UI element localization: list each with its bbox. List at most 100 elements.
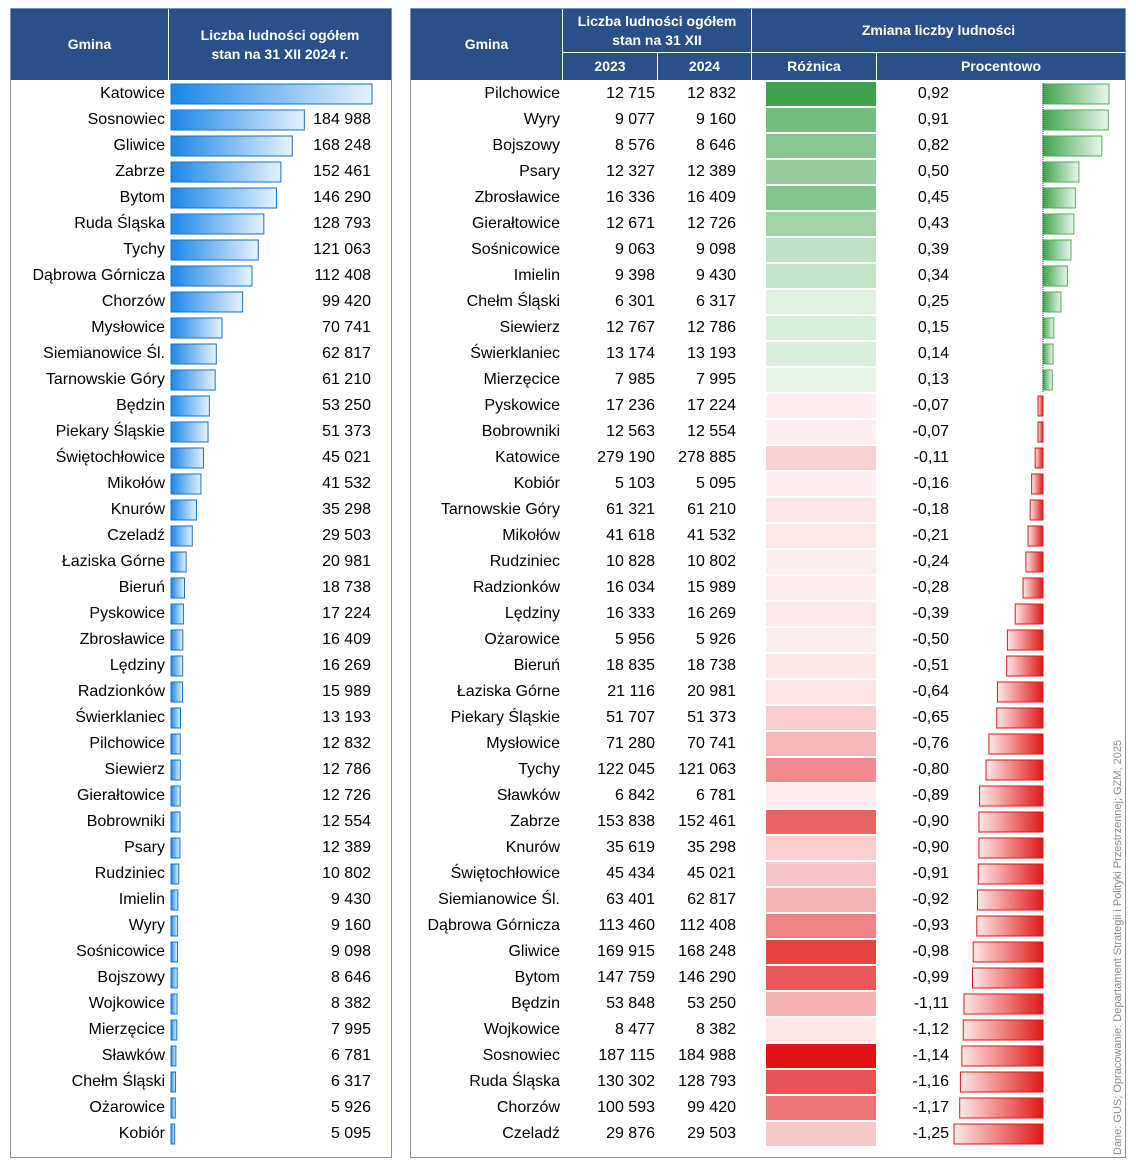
value-2023: 122 045 (597, 761, 655, 778)
percent-bar-negative (972, 941, 1044, 963)
value-2024: 13 193 (687, 345, 736, 362)
right-gmina-name: Będzin (511, 995, 560, 1012)
percent-value: 0,39 (917, 241, 949, 258)
left-header-population: Liczba ludności ogółem stan na 31 XII 20… (169, 9, 391, 80)
left-gmina-name: Świerklaniec (75, 709, 165, 726)
population-bar (170, 993, 178, 1015)
difference-cell-fill (766, 810, 876, 834)
percent-bar-negative (961, 1045, 1044, 1067)
percent-value: 0,43 (917, 215, 949, 232)
right-panel (410, 8, 1126, 1158)
left-gmina-name: Sławków (101, 1047, 165, 1064)
value-2023: 113 460 (598, 917, 655, 934)
left-gmina-name: Siewierz (104, 761, 165, 778)
left-gmina-name: Lędziny (109, 657, 165, 674)
header-percent: Procentowo (877, 53, 1125, 80)
left-gmina-name: Wojkowice (88, 995, 165, 1012)
left-population-value: 12 786 (322, 761, 371, 778)
population-bar (170, 811, 181, 833)
left-population-value: 16 269 (322, 657, 371, 674)
difference-cell-fill (766, 524, 876, 548)
value-2023: 17 236 (606, 397, 655, 414)
left-gmina-name: Gliwice (113, 137, 165, 154)
right-header-population: Liczba ludności ogółem stan na 31 XII (563, 9, 752, 53)
left-gmina-name: Chorzów (101, 293, 165, 310)
right-gmina-name: Bytom (514, 969, 560, 986)
value-2023: 61 321 (606, 501, 655, 518)
value-2023: 41 618 (606, 527, 655, 544)
source-note: Dane: GUS; Opracowanie: Departament Stra… (1112, 739, 1124, 1155)
left-population-value: 45 021 (322, 449, 371, 466)
difference-cell-fill (766, 472, 876, 496)
value-2023: 35 619 (606, 839, 655, 856)
left-population-value: 41 532 (322, 475, 371, 492)
left-panel (10, 8, 392, 1158)
population-bar (170, 1123, 176, 1145)
left-gmina-name: Radzionków (77, 683, 165, 700)
right-gmina-name: Chełm Śląski (466, 293, 560, 310)
left-population-value: 18 738 (322, 579, 371, 596)
right-gmina-name: Psary (519, 163, 560, 180)
value-2023: 51 707 (606, 709, 655, 726)
difference-cell-fill (766, 238, 876, 262)
difference-cell-fill (766, 134, 876, 158)
percent-value: 0,82 (917, 137, 949, 154)
left-gmina-name: Gierałtowice (76, 787, 165, 804)
left-gmina-name: Tychy (123, 241, 165, 258)
value-2023: 8 576 (614, 137, 655, 154)
value-2024: 146 290 (678, 969, 736, 986)
value-2024: 5 926 (695, 631, 736, 648)
percent-bar-negative (979, 785, 1044, 807)
population-bar (170, 577, 186, 599)
percent-bar-positive (1042, 161, 1080, 183)
value-2023: 10 828 (606, 553, 655, 570)
left-population-value: 12 389 (322, 839, 371, 856)
difference-cell-fill (766, 992, 876, 1016)
difference-cell-fill (766, 290, 876, 314)
value-2023: 71 280 (606, 735, 655, 752)
left-population-value: 51 373 (322, 423, 371, 440)
value-2023: 6 301 (614, 293, 655, 310)
left-population-value: 128 793 (313, 215, 371, 232)
difference-cell-fill (766, 82, 876, 106)
value-2023: 12 767 (606, 319, 655, 336)
left-gmina-name: Zabrze (115, 163, 165, 180)
right-gmina-name: Piekary Śląskie (450, 709, 560, 726)
right-gmina-name: Gliwice (508, 943, 560, 960)
left-population-value: 12 726 (322, 787, 371, 804)
percent-bar-positive (1042, 213, 1075, 235)
value-2024: 9 160 (695, 111, 736, 128)
percent-value: -0,51 (912, 657, 949, 674)
value-2023: 16 333 (606, 605, 655, 622)
percent-bar-negative (976, 889, 1044, 911)
percent-value: -0,90 (912, 813, 949, 830)
percent-bar-negative (1014, 603, 1044, 625)
left-population-value: 53 250 (322, 397, 371, 414)
value-2024: 8 646 (695, 137, 736, 154)
population-bar (170, 837, 181, 859)
percent-value: -0,99 (912, 969, 949, 986)
difference-cell-fill (766, 394, 876, 418)
percent-bar-negative (996, 681, 1044, 703)
right-header-change: Zmiana liczby ludności (752, 9, 1125, 53)
population-bar (170, 395, 210, 417)
left-gmina-name: Ożarowice (89, 1099, 165, 1116)
difference-cell-fill (766, 368, 876, 392)
population-bar (170, 343, 217, 365)
population-bar (170, 447, 204, 469)
left-population-value: 10 802 (322, 865, 371, 882)
left-gmina-name: Zbrosławice (79, 631, 165, 648)
value-2023: 8 477 (614, 1021, 655, 1038)
population-bar (170, 915, 179, 937)
percent-bar-negative (959, 1097, 1044, 1119)
value-2024: 278 885 (678, 449, 736, 466)
left-population-value: 61 210 (322, 371, 371, 388)
value-2024: 45 021 (687, 865, 736, 882)
value-2024: 53 250 (687, 995, 736, 1012)
difference-cell-fill (766, 498, 876, 522)
value-2024: 41 532 (687, 527, 736, 544)
difference-cell-fill (766, 1044, 876, 1068)
left-gmina-name: Bytom (119, 189, 165, 206)
right-gmina-name: Bojszowy (492, 137, 560, 154)
value-2023: 130 302 (597, 1073, 655, 1090)
